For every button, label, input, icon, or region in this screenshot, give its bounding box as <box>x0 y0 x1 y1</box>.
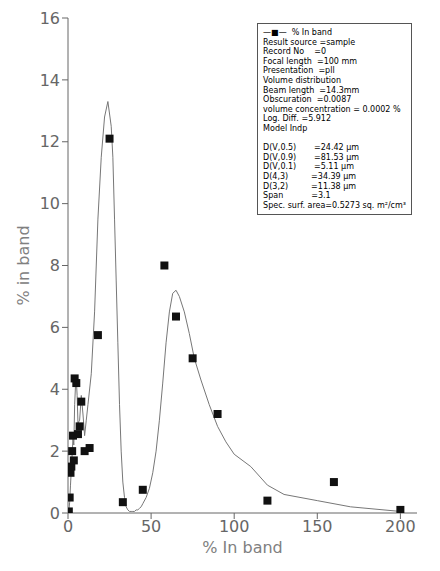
svg-text:4: 4 <box>50 380 60 399</box>
svg-text:100: 100 <box>219 517 250 536</box>
svg-text:50: 50 <box>141 517 161 536</box>
svg-text:% In band: % In band <box>202 538 283 557</box>
svg-text:12: 12 <box>40 132 60 151</box>
svg-text:6: 6 <box>50 318 60 337</box>
svg-text:2: 2 <box>50 442 60 461</box>
svg-text:150: 150 <box>302 517 333 536</box>
svg-text:0: 0 <box>50 504 60 523</box>
svg-text:10: 10 <box>40 194 60 213</box>
svg-text:16: 16 <box>40 9 60 28</box>
svg-text:% in band: % in band <box>14 225 33 305</box>
html-text:—■— % In band Result source =s: —■— % In band Result source =sample Reco… <box>263 28 406 210</box>
svg-text:14: 14 <box>40 71 60 90</box>
svg-text:0: 0 <box>63 517 73 536</box>
svg-text:8: 8 <box>50 256 60 275</box>
svg-text:200: 200 <box>385 517 416 536</box>
